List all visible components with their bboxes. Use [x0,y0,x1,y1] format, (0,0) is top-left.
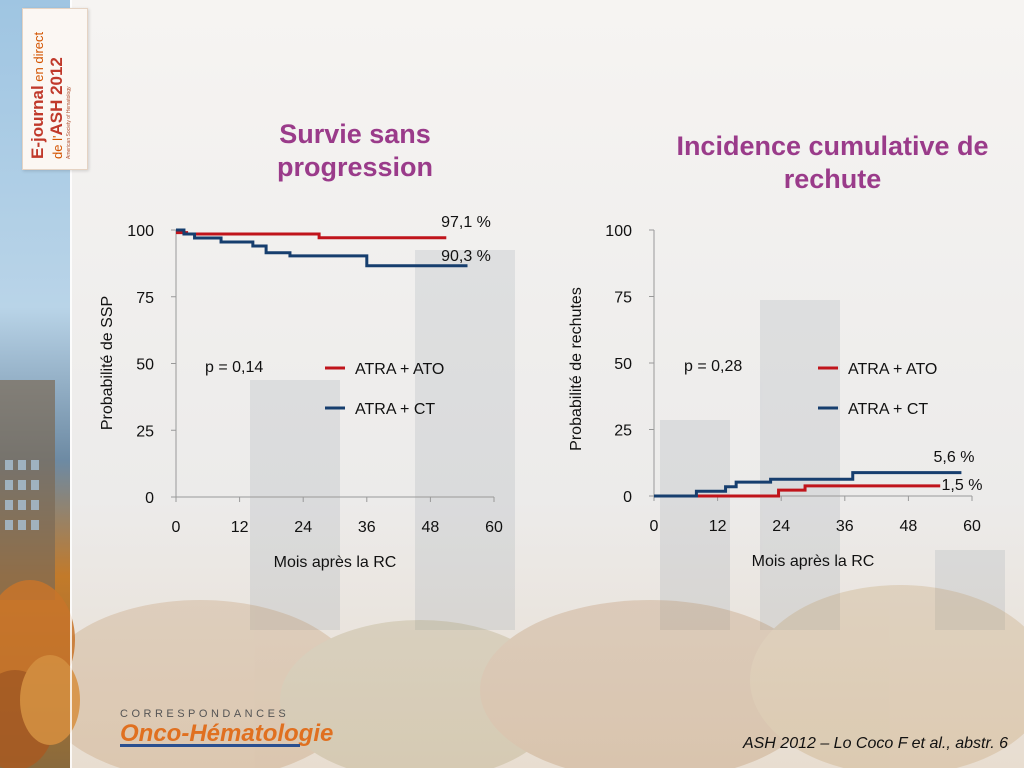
pfs-endpoint-annotation: 97,1 % [441,214,491,231]
onco-hematologie-logo: CORRESPONDANCES Onco-Hématologie [120,708,335,752]
pfs-y-tick-label: 75 [136,290,154,307]
pfs-x-tick-label: 24 [294,519,312,536]
logo-main-text: Onco-Hématologie [120,720,334,747]
relapse-endpoint-annotation: 1,5 % [942,477,983,494]
relapse-x-tick-label: 48 [900,518,918,535]
pfs-y-tick-label: 0 [145,490,154,507]
relapse-series-ato-curve [654,484,941,498]
relapse-y-axis-label: Probabilité de rechutes [568,287,585,451]
pfs-x-axis-label: Mois après la RC [274,554,397,571]
pfs-x-tick-label: 60 [485,519,503,536]
chart-title-pfs: Survie sans progression [276,119,434,182]
footer-reference: ASH 2012 – Lo Coco F et al., abstr. 6 [742,735,1008,752]
pfs-p-value: p = 0,14 [205,359,263,376]
relapse-x-tick-label: 36 [836,518,854,535]
pfs-y-tick-label: 100 [127,223,154,240]
pfs-endpoint-annotation: 90,3 % [441,248,491,265]
relapse-x-tick-label: 12 [709,518,727,535]
relapse-x-axis-label: Mois après la RC [752,553,875,570]
relapse-series-ct-curve [654,471,962,498]
journal-banner: E-journal en direct de l'ASH 2012 Americ… [22,8,88,170]
relapse-endpoint-annotation: 5,6 % [934,449,975,466]
pfs-series-ato-curve [176,231,447,240]
pfs-legend-label: ATRA + CT [355,401,435,418]
pfs-x-tick-label: 48 [422,519,440,536]
pfs-legend-label: ATRA + ATO [355,361,444,378]
chart-title-relapse: Incidence cumulative de rechute [676,131,989,194]
relapse-x-tick-label: 24 [772,518,790,535]
relapse-legend-label: ATRA + CT [848,401,928,418]
pfs-y-axis-label: Probabilité de SSP [99,296,116,430]
relapse-legend-label: ATRA + ATO [848,361,937,378]
relapse-y-tick-label: 25 [614,423,632,440]
relapse-x-tick-label: 0 [650,518,659,535]
relapse-y-tick-label: 50 [614,356,632,373]
pfs-y-tick-label: 25 [136,423,154,440]
relapse-y-tick-label: 75 [614,290,632,307]
logo-top-text: CORRESPONDANCES [120,708,290,720]
pfs-y-tick-label: 50 [136,357,154,374]
pfs-series-ct-curve [176,228,468,268]
logo-underline [120,744,300,747]
relapse-p-value: p = 0,28 [684,358,742,375]
relapse-y-tick-label: 100 [605,223,632,240]
relapse-y-tick-label: 0 [623,489,632,506]
pfs-x-tick-label: 36 [358,519,376,536]
pfs-x-tick-label: 0 [172,519,181,536]
pfs-x-tick-label: 12 [231,519,249,536]
relapse-x-tick-label: 60 [963,518,981,535]
